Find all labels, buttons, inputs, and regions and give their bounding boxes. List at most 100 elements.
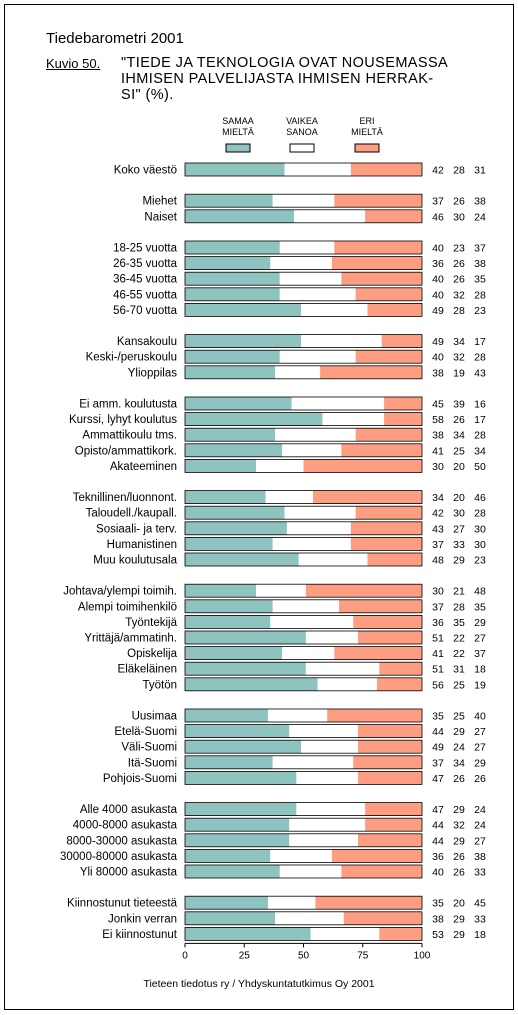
row-label: Teknillinen/luonnont. <box>73 492 177 504</box>
bar-disagree <box>376 677 422 691</box>
data-label: 28 <box>474 430 486 442</box>
data-label: 26 <box>453 867 465 879</box>
heading-line: SI" (%). <box>121 87 174 103</box>
data-label: 33 <box>474 867 486 879</box>
data-label: 32 <box>453 289 465 301</box>
data-label: 20 <box>453 461 465 473</box>
data-label: 34 <box>453 757 465 769</box>
data-label: 58 <box>432 414 444 426</box>
bar-outline <box>184 349 423 364</box>
bar-hard-to-say <box>289 724 359 738</box>
data-label: 24 <box>474 804 486 816</box>
bar-agree <box>185 615 271 629</box>
bar-hard-to-say <box>317 677 377 691</box>
bar-outline <box>184 552 423 567</box>
bar-outline <box>184 708 423 723</box>
bar-disagree <box>327 709 422 722</box>
bar-hard-to-say <box>310 927 380 941</box>
data-label: 34 <box>432 492 444 504</box>
row-label: Väli-Suomi <box>121 742 177 754</box>
bar-agree <box>185 849 271 863</box>
bar-hard-to-say <box>275 428 356 442</box>
data-label: 33 <box>474 913 486 925</box>
bar-outline <box>184 849 423 863</box>
bar-disagree <box>331 256 422 270</box>
bar-agree <box>185 521 287 535</box>
bar-outline <box>184 895 423 910</box>
row-label: Miehet <box>142 196 177 208</box>
data-label: 28 <box>453 165 465 177</box>
bar-agree <box>185 709 268 722</box>
data-label: 46 <box>474 492 486 504</box>
legend-swatch <box>289 143 315 153</box>
row-label: Eläkeläinen <box>118 664 177 676</box>
bar-hard-to-say <box>291 397 385 410</box>
data-label: 51 <box>432 664 444 676</box>
row-label: Työntekijä <box>125 617 177 629</box>
data-label: 30 <box>432 461 444 473</box>
bar-agree <box>185 490 266 504</box>
row-label: Pohjois-Suomi <box>103 773 177 785</box>
bar-agree <box>185 771 297 785</box>
data-label: 38 <box>432 430 444 442</box>
row-label: Opisto/ammattikork. <box>75 445 177 457</box>
bar-disagree <box>367 303 422 317</box>
bar-outline <box>184 162 423 177</box>
bar-outline <box>184 193 423 208</box>
bar-hard-to-say <box>270 256 332 270</box>
data-label: 27 <box>474 835 486 847</box>
data-label: 49 <box>432 336 444 348</box>
bar-disagree <box>353 615 422 629</box>
data-label: 34 <box>453 336 465 348</box>
bar-agree <box>185 350 280 364</box>
bar-hard-to-say <box>294 209 366 223</box>
bar-hard-to-say <box>322 412 385 426</box>
bar-outline <box>184 755 423 770</box>
bar-hard-to-say <box>284 163 351 176</box>
bar-hard-to-say <box>272 599 340 613</box>
bar-agree <box>185 163 285 176</box>
data-label: 49 <box>432 305 444 317</box>
bar-outline <box>184 599 423 614</box>
data-label: 41 <box>432 445 444 457</box>
bar-disagree <box>365 802 422 816</box>
data-label: 37 <box>432 601 444 613</box>
row-label: 4000-8000 asukasta <box>73 820 178 832</box>
data-label: 33 <box>453 539 465 551</box>
bar-disagree <box>355 287 422 301</box>
bar-agree <box>185 256 271 270</box>
bar-agree <box>185 209 295 223</box>
data-label: 35 <box>432 898 444 910</box>
legend-label: ERI <box>359 116 374 126</box>
data-label: 35 <box>474 601 486 613</box>
bar-disagree <box>303 459 422 473</box>
row-label: Akateeminen <box>110 461 177 473</box>
data-label: 44 <box>432 726 444 738</box>
bar-hard-to-say <box>279 272 342 286</box>
bar-disagree <box>339 599 422 613</box>
bar-agree <box>185 303 302 317</box>
bar-outline <box>184 521 423 536</box>
publication-title: Tiedebarometri 2001 <box>46 30 184 47</box>
data-label: 40 <box>474 711 486 723</box>
bar-outline <box>184 802 423 816</box>
bar-hard-to-say <box>289 833 359 847</box>
data-label: 40 <box>432 867 444 879</box>
data-label: 38 <box>474 851 486 863</box>
data-label: 30 <box>474 523 486 535</box>
bar-hard-to-say <box>256 584 306 598</box>
source-note: Tieteen tiedotus ry / Yhdyskuntatutkimus… <box>143 978 375 990</box>
data-label: 27 <box>474 742 486 754</box>
heading-line: "TIEDE JA TEKNOLOGIA OVAT NOUSEMASSA <box>121 55 449 71</box>
bar-disagree <box>355 428 422 442</box>
data-label: 26 <box>474 773 486 785</box>
data-label: 29 <box>453 555 465 567</box>
bar-agree <box>185 818 290 832</box>
legend-swatch <box>354 143 380 153</box>
data-label: 40 <box>432 274 444 286</box>
row-label: Muu koulutusala <box>93 555 177 567</box>
row-label: Taloudell./kaupall. <box>86 508 177 520</box>
bar-disagree <box>341 272 422 286</box>
data-label: 29 <box>474 617 486 629</box>
bar-outline <box>184 240 423 255</box>
